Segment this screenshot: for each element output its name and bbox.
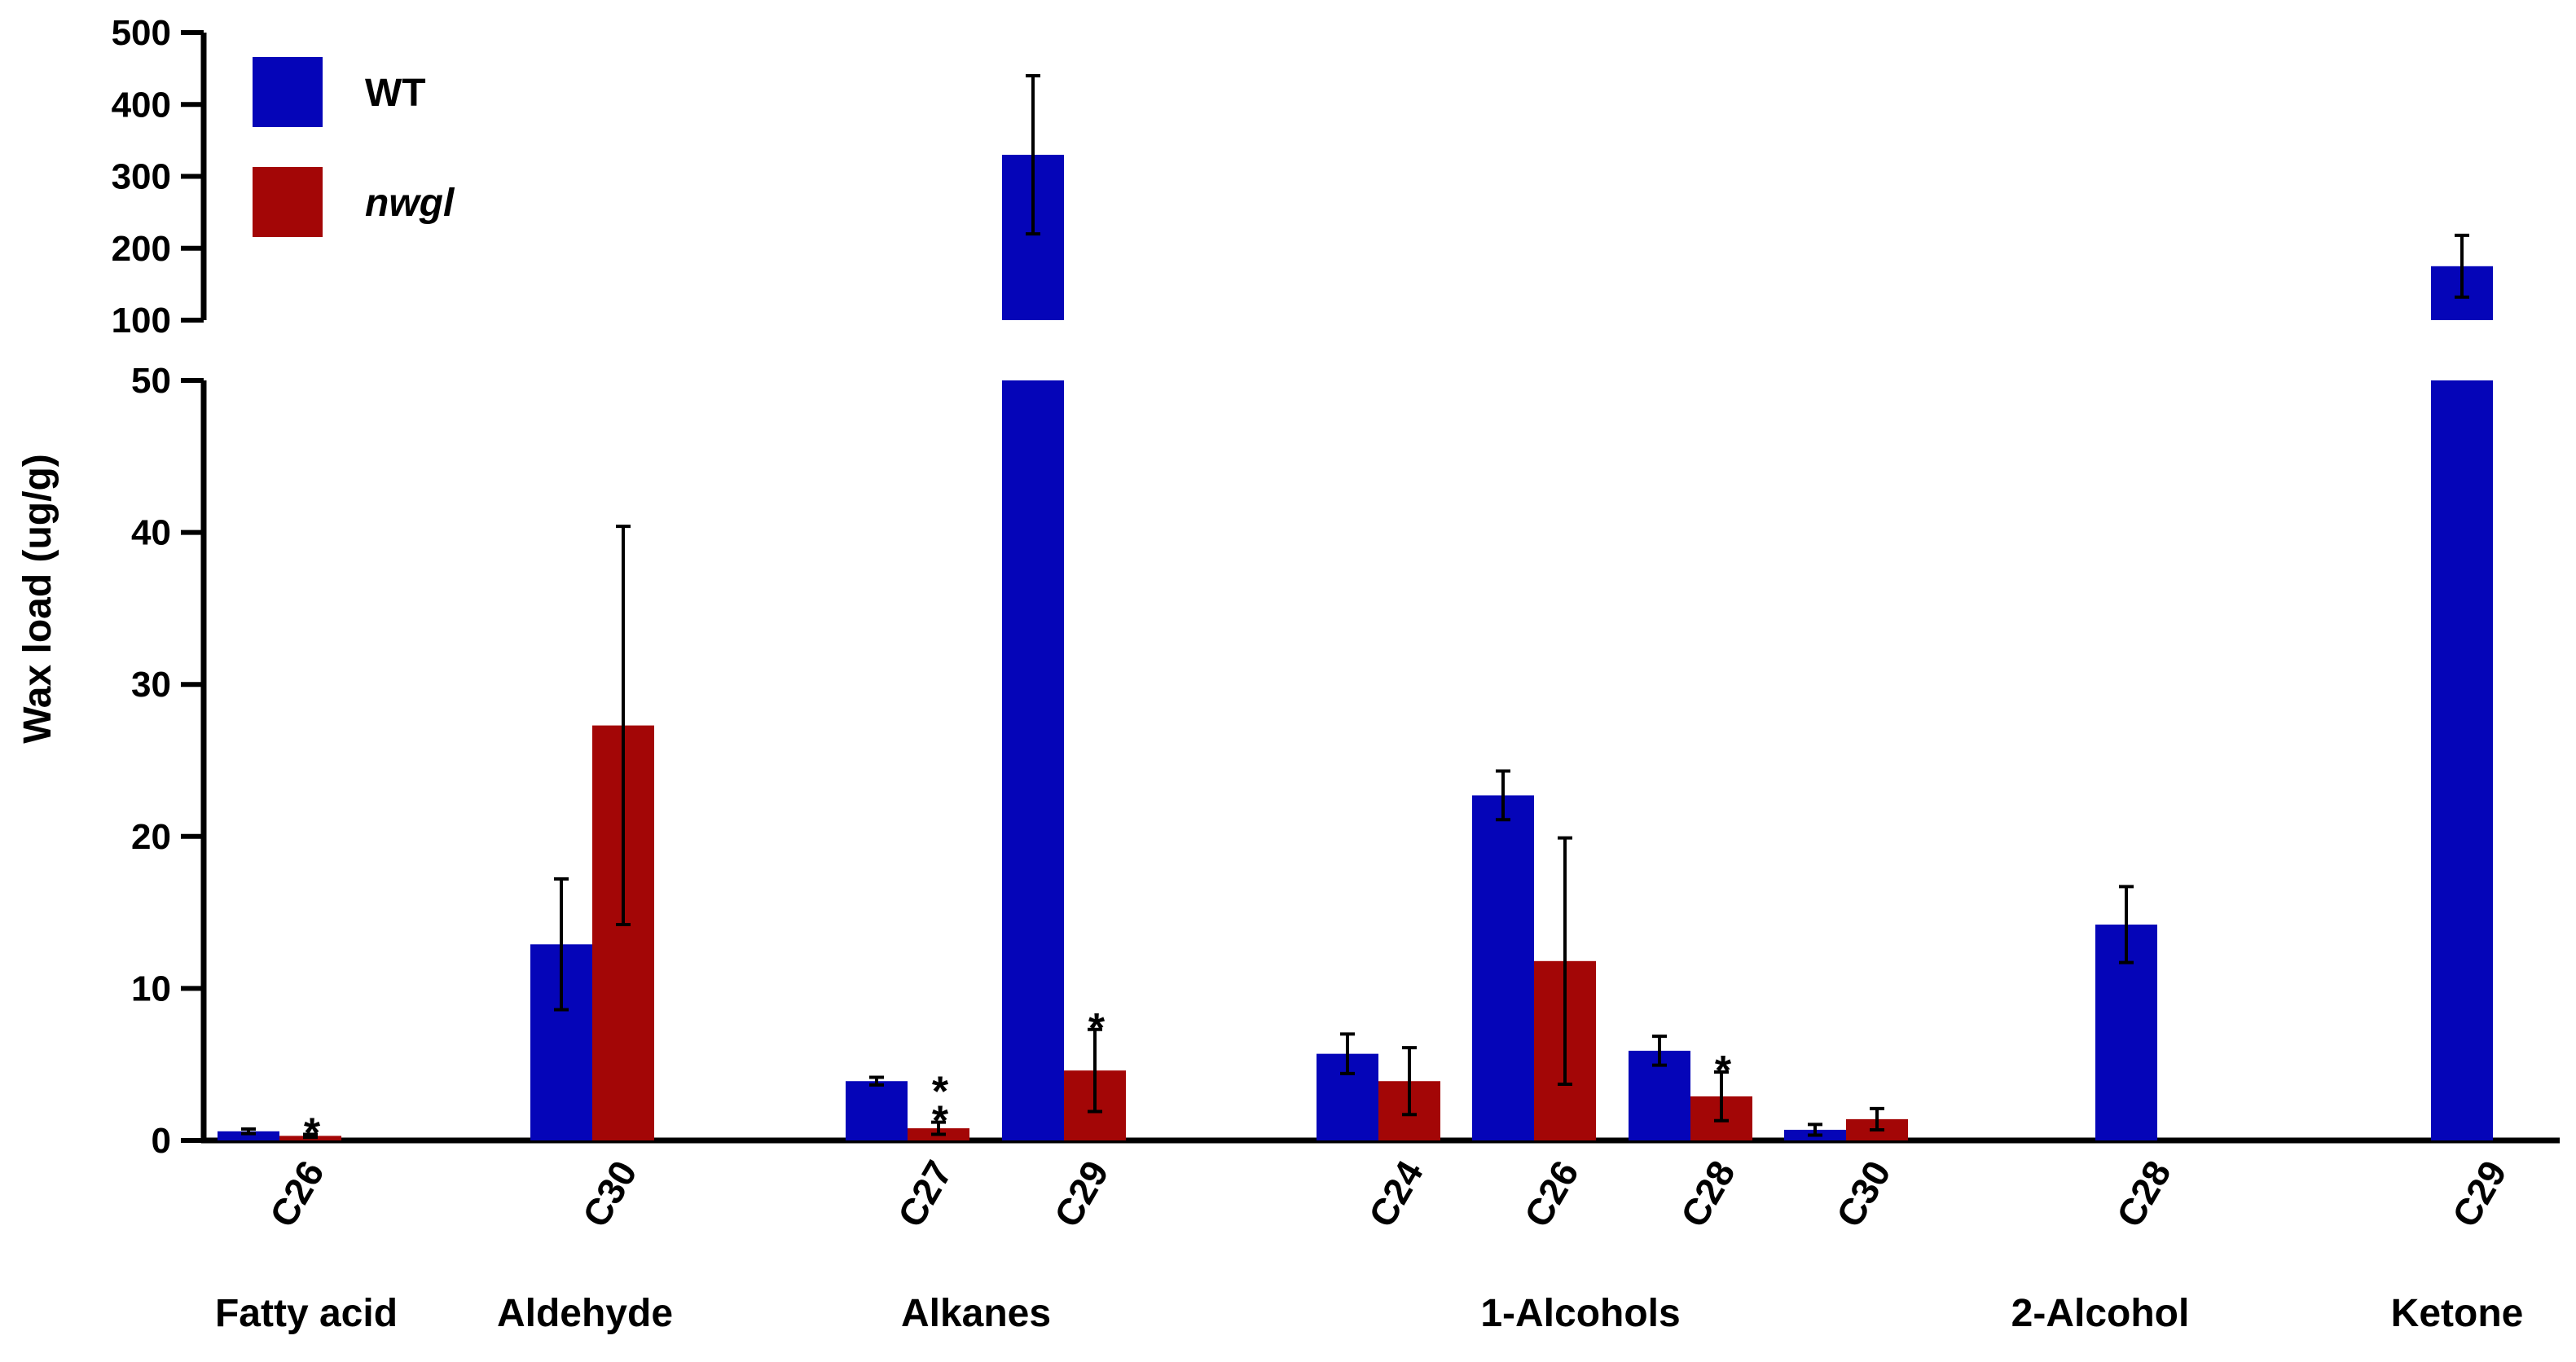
- significance-star: *: [932, 1098, 949, 1145]
- category-label-c24: C24: [1361, 1153, 1431, 1234]
- category-label-c26: C26: [262, 1153, 332, 1234]
- category-label-c30: C30: [1828, 1153, 1899, 1234]
- error-bars-layer: [241, 73, 2469, 1140]
- category-label-c28: C28: [2108, 1153, 2179, 1234]
- group-label: Alkanes: [901, 1292, 1051, 1335]
- y-axis-label: Wax load (ug/g): [16, 454, 59, 744]
- legend-swatch-wt: [253, 57, 323, 127]
- group-label: Fatty acid: [215, 1292, 398, 1335]
- y-tick-label: 300: [112, 157, 171, 197]
- y-tick-label: 500: [112, 13, 171, 53]
- bars-layer: [218, 155, 2493, 1140]
- significance-star: *: [304, 1110, 321, 1158]
- significance-star: *: [1088, 1005, 1106, 1052]
- y-tick-label: 200: [112, 229, 171, 269]
- category-label-c29: C29: [1046, 1153, 1117, 1234]
- group-label: 1-Alcohols: [1480, 1292, 1680, 1335]
- category-label-c26: C26: [1516, 1153, 1587, 1234]
- legend-label-nwgl: nwgl: [365, 182, 455, 225]
- category-label-c27: C27: [890, 1153, 961, 1234]
- group-label: Aldehyde: [497, 1292, 673, 1335]
- legend-swatch-nwgl: [253, 167, 323, 237]
- bar-wt-9-c29-lower: [2431, 380, 2493, 1140]
- y-tick-label: 0: [152, 1121, 171, 1161]
- y-tick-label: 40: [131, 513, 171, 553]
- bar-wt-0-c26: [218, 1131, 279, 1140]
- y-tick-label: 30: [131, 665, 171, 705]
- category-label-c30: C30: [574, 1153, 645, 1234]
- category-label-c29: C29: [2444, 1153, 2515, 1234]
- bar-wt-3-c29-lower: [1002, 380, 1064, 1140]
- category-label-c28: C28: [1673, 1153, 1743, 1234]
- bar-wt-2-c27: [846, 1081, 908, 1140]
- axes: 0 10 20 30 40 50 100 200 300 400 500: [112, 13, 2560, 1161]
- y-tick-label: 100: [112, 301, 171, 340]
- bar-wt-5-c26: [1472, 795, 1534, 1140]
- significance-star: *: [932, 1069, 949, 1116]
- y-tick-label: 20: [131, 817, 171, 857]
- y-tick-label: 50: [131, 361, 171, 401]
- legend-label-wt: WT: [365, 72, 426, 115]
- group-label: Ketone: [2391, 1292, 2524, 1335]
- y-tick-label: 400: [112, 85, 171, 125]
- significance-star: *: [1715, 1048, 1732, 1095]
- legend: WT nwgl: [253, 57, 455, 237]
- y-tick-label: 10: [131, 969, 171, 1008]
- group-label: 2-Alcohol: [2011, 1292, 2190, 1335]
